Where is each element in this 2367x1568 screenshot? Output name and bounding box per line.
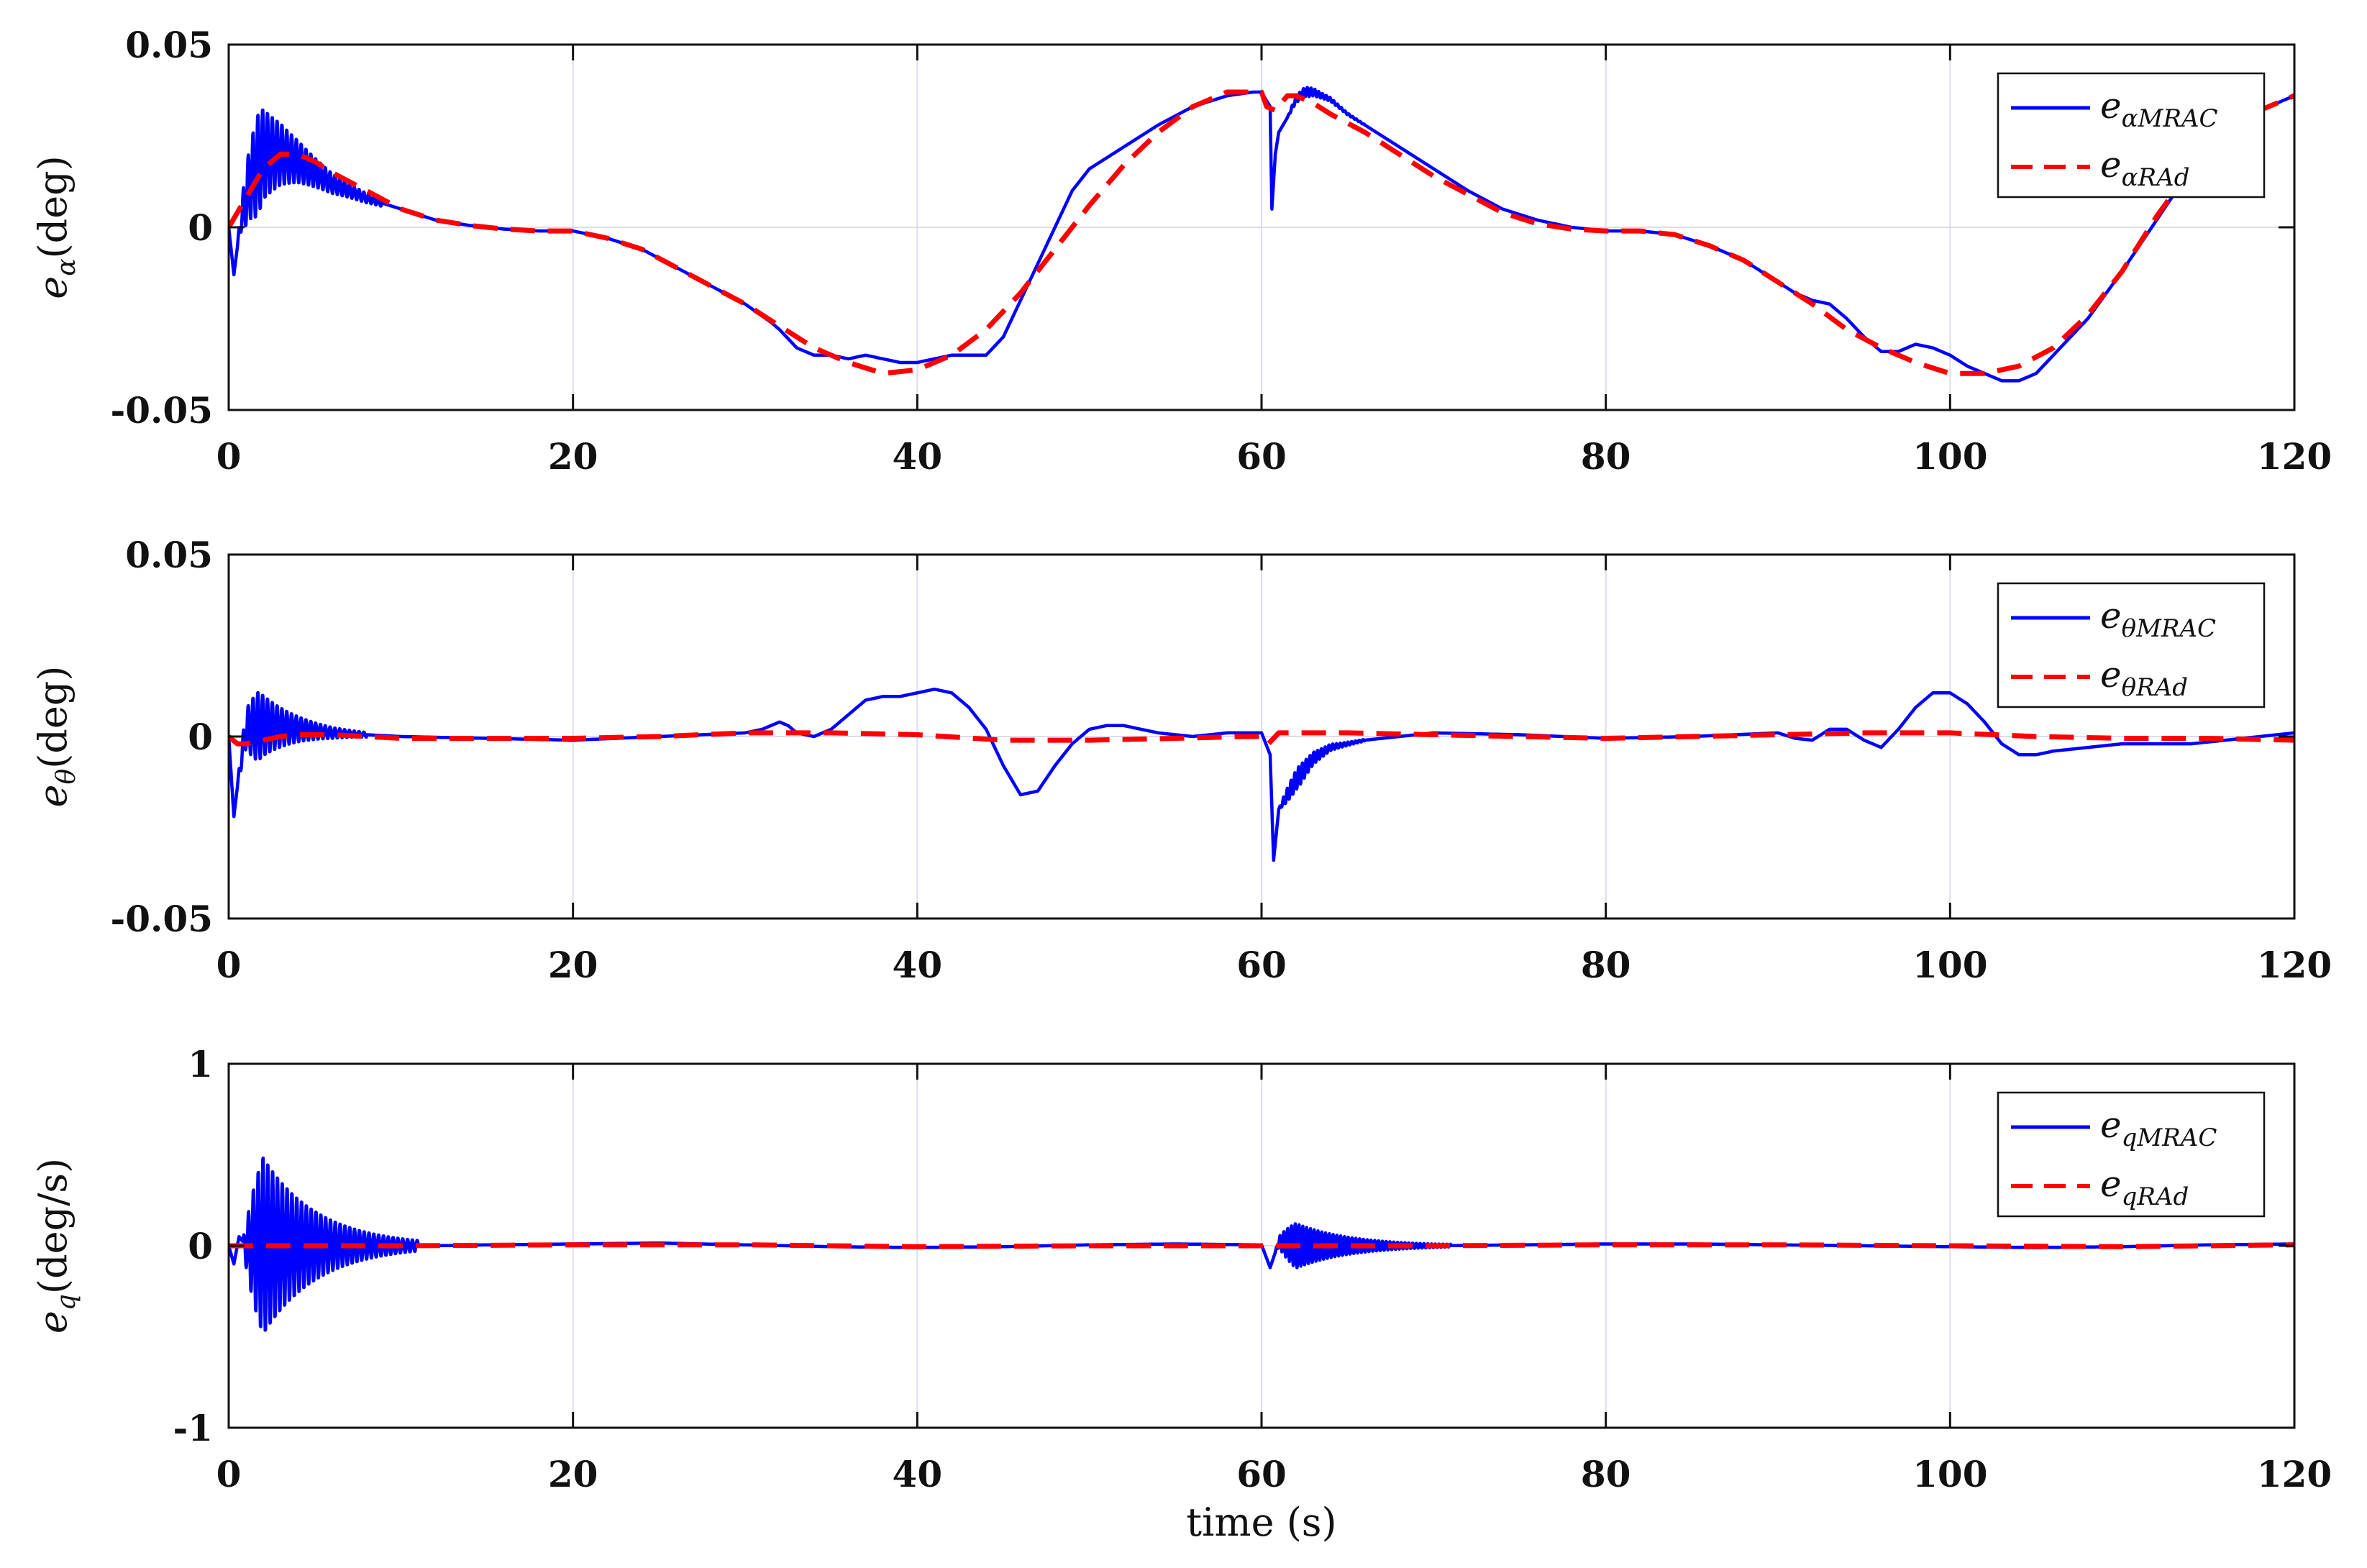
x-tick-label: 60	[1236, 944, 1287, 986]
series-group	[229, 86, 2294, 383]
series-group	[229, 687, 2294, 862]
legend-box	[1997, 72, 2266, 199]
series-group	[229, 1156, 2294, 1332]
panel-2: 0 20 40 60 80 100 120-0.0500.05eθ(deg)eθMRACeθ…	[30, 534, 2332, 986]
x-tick-label: 40	[893, 944, 943, 986]
legend: eαMRAC eαRAd	[1997, 72, 2266, 199]
x-tick-label: 120	[2257, 944, 2332, 986]
series-line-e_qRAd	[229, 1242, 2294, 1249]
panel-1: 0 20 40 60 80 100 120-0.0500.05eα(deg)eαMRACeα…	[30, 24, 2332, 478]
y-axis-label: eq(deg/s)	[30, 1158, 81, 1334]
legend-box	[1997, 582, 2266, 708]
x-tick-label: 120	[2257, 1453, 2332, 1495]
x-tick-label: 60	[1236, 1453, 1287, 1495]
legend-entry: eθMRAC	[2100, 595, 2216, 643]
x-tick-label: 0	[216, 944, 242, 986]
x-tick-label: 40	[893, 1453, 943, 1495]
legend-box	[1997, 1091, 2266, 1218]
y-tick-label: 1	[188, 1043, 213, 1085]
y-tick-label: -1	[173, 1407, 213, 1449]
x-tick-label: 80	[1581, 435, 1631, 478]
legend: eθMRAC eθRAd	[1997, 582, 2266, 708]
x-tick-label: 40	[893, 435, 943, 478]
x-tick-label: 120	[2257, 435, 2332, 478]
x-tick-label: 80	[1581, 1453, 1631, 1495]
legend: eqMRAC eqRAd	[1997, 1091, 2266, 1218]
y-tick-label: 0.05	[125, 534, 213, 576]
x-tick-label: 20	[548, 435, 598, 478]
legend-entry: eαMRAC	[2100, 85, 2218, 133]
x-tick-label: 100	[1912, 435, 1987, 478]
series-line-e_θRAd	[229, 730, 2294, 747]
y-tick-label: -0.05	[110, 389, 213, 432]
x-tick-label: 100	[1912, 944, 1987, 986]
x-tick-label: 0	[216, 435, 242, 478]
series-line-e_αRAd	[229, 89, 2294, 376]
x-tick-label: 20	[548, 1453, 598, 1495]
x-tick-label: 60	[1236, 435, 1287, 478]
y-tick-label: 0.05	[125, 24, 213, 66]
y-tick-label: 0	[188, 716, 213, 758]
x-tick-label: 20	[548, 944, 598, 986]
y-tick-label: 0	[188, 1225, 213, 1267]
legend-entry: eαRAd	[2100, 144, 2189, 192]
legend-entry: eθRAd	[2100, 654, 2188, 702]
x-tick-label: 80	[1581, 944, 1631, 986]
y-axis-label: eθ(deg)	[30, 666, 81, 808]
x-tick-label: 100	[1912, 1453, 1987, 1495]
legend-entry: eqMRAC	[2100, 1104, 2217, 1152]
x-tick-label: 0	[216, 1453, 242, 1495]
y-axis-label: eα(deg)	[30, 155, 81, 299]
y-tick-label: 0	[188, 206, 213, 249]
x-axis-label: time (s)	[1186, 1500, 1336, 1545]
legend-entry: eqRAd	[2100, 1163, 2189, 1211]
y-tick-label: -0.05	[110, 898, 213, 940]
